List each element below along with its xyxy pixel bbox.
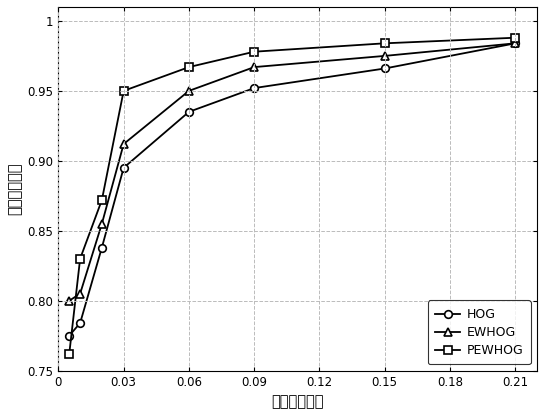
EWHOG [120,141,127,146]
X-axis label: 负样本误判率: 负样本误判率 [271,394,324,409]
PEWHOG [120,88,127,93]
HOG [77,321,83,326]
HOG [120,165,127,170]
HOG [66,333,72,338]
PEWHOG [251,49,257,54]
HOG [381,66,388,71]
EWHOG [186,88,192,93]
HOG [251,86,257,91]
PEWHOG [381,41,388,46]
EWHOG [77,291,83,296]
HOG [186,109,192,114]
Line: HOG: HOG [65,40,519,339]
PEWHOG [512,35,518,40]
HOG [512,41,518,46]
EWHOG [381,53,388,58]
EWHOG [66,298,72,303]
EWHOG [98,221,105,226]
EWHOG [251,64,257,69]
PEWHOG [77,256,83,261]
Line: PEWHOG: PEWHOG [65,34,519,358]
Legend: HOG, EWHOG, PEWHOG: HOG, EWHOG, PEWHOG [428,300,531,364]
PEWHOG [186,64,192,69]
HOG [98,245,105,250]
Line: EWHOG: EWHOG [65,40,519,305]
Y-axis label: 正样本召回率: 正样本召回率 [7,163,22,215]
PEWHOG [98,198,105,203]
EWHOG [512,41,518,46]
PEWHOG [66,352,72,357]
